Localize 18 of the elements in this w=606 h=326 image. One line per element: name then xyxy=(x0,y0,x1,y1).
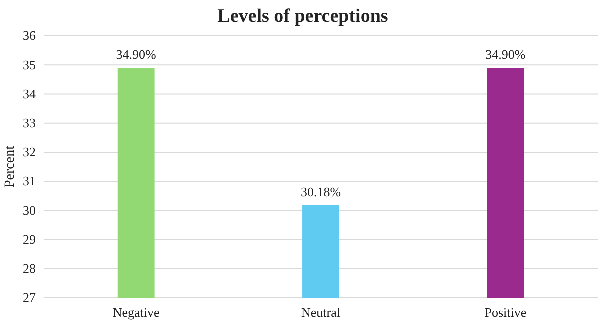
chart-title: Levels of perceptions xyxy=(218,6,388,27)
y-tick-label: 34 xyxy=(23,86,36,102)
y-tick-label: 31 xyxy=(23,174,36,189)
data-label: 34.90% xyxy=(486,47,526,62)
y-tick-label: 35 xyxy=(23,57,36,72)
y-tick-label: 36 xyxy=(23,28,36,44)
y-tick-label: 33 xyxy=(23,115,36,130)
y-axis-title: Percent xyxy=(3,146,18,188)
y-tick-label: 27 xyxy=(23,290,36,306)
data-label: 30.18% xyxy=(300,184,342,200)
x-tick-label: Neutral xyxy=(302,305,341,320)
y-tick-label: 28 xyxy=(23,261,36,276)
y-tick-label: 29 xyxy=(23,232,36,247)
x-tick-label: Positive xyxy=(484,305,527,320)
x-tick-label: Negative xyxy=(112,305,160,320)
data-label: 34.90% xyxy=(116,47,157,62)
y-tick-label: 32 xyxy=(23,144,36,160)
y-tick-label: 30 xyxy=(23,202,36,218)
